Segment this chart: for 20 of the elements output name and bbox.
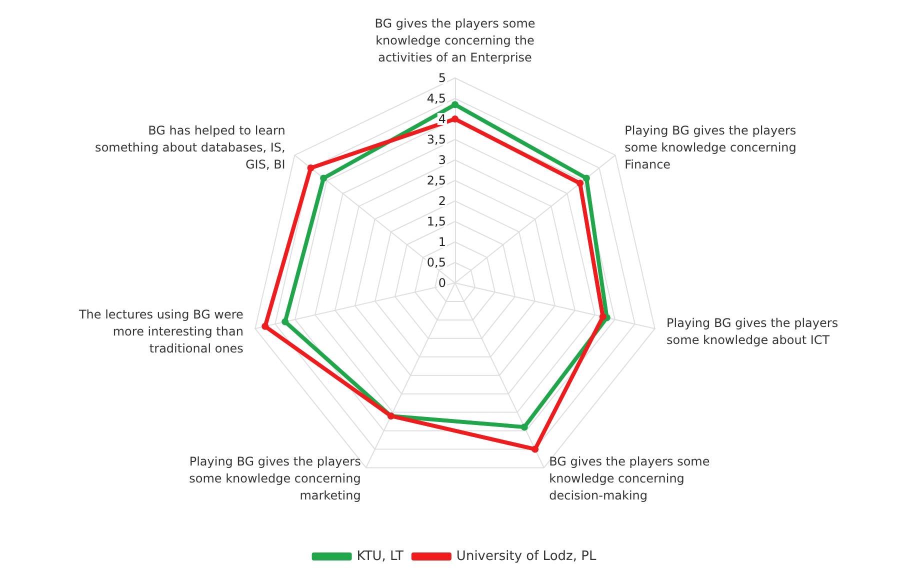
y-tick-label: 2,5	[426, 174, 446, 188]
legend-label: KTU, LT	[356, 549, 404, 564]
spoke-label: BG gives the players some knowledge concerning decision-making	[549, 454, 710, 503]
y-tick-label: 0	[438, 276, 446, 290]
y-tick-label: 1,5	[426, 214, 446, 228]
y-tick-label: 3	[438, 153, 446, 167]
legend-label: University of Lodz, PL	[456, 549, 597, 564]
y-tick-label: 1	[438, 235, 446, 249]
y-tick-label: 4,5	[426, 92, 446, 106]
y-tick-label: 3,5	[426, 132, 446, 146]
spoke-label: Playing BG gives the players some knowledge concerning marketing	[189, 454, 361, 503]
spoke-label: Playing BG gives the players some knowledge concerning Finance	[624, 124, 796, 172]
spoke-label: Playing BG gives the players some knowledge about ICT	[666, 316, 838, 347]
y-tick-label: 2	[438, 194, 446, 208]
spoke-label: BG gives the players some knowledge concerning the activities of an Enterprise	[374, 16, 536, 64]
y-tick-label: 0,5	[426, 256, 446, 270]
spoke-label: BG has helped to learn something about databases, IS, GIS, BI	[95, 124, 286, 172]
spoke-label: The lectures using BG were more interesting than traditional ones	[78, 307, 244, 356]
y-tick-label: 4	[438, 112, 446, 126]
y-tick-label: 5	[438, 71, 446, 85]
